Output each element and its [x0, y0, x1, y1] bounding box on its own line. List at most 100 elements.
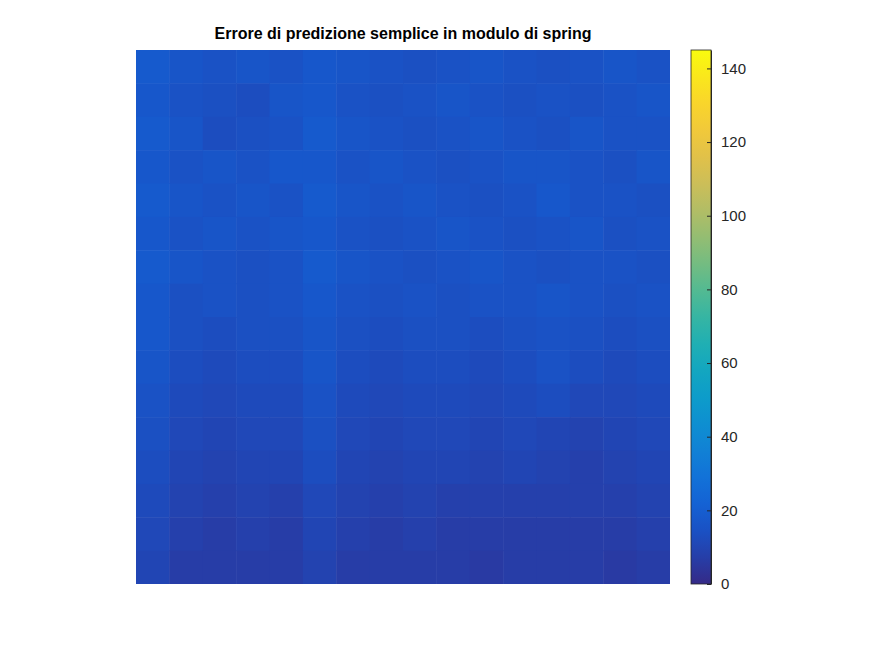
heatmap-cell	[370, 184, 404, 218]
heatmap-cell	[436, 384, 470, 418]
heatmap-cell	[236, 284, 270, 318]
heatmap-cell	[136, 150, 170, 184]
heatmap-cell	[637, 517, 670, 551]
heatmap-cell	[270, 517, 304, 551]
heatmap-cell	[370, 517, 404, 551]
heatmap-cell	[503, 517, 537, 551]
heatmap-cell	[436, 417, 470, 451]
heatmap-cell	[236, 484, 270, 518]
heatmap-cell	[169, 83, 203, 117]
heatmap-cell	[336, 417, 370, 451]
heatmap-cell	[203, 117, 237, 151]
heatmap-cell	[470, 284, 504, 318]
heatmap-cell	[236, 50, 270, 84]
heatmap-cell	[470, 217, 504, 251]
heatmap-cell	[136, 551, 170, 584]
heatmap-cell	[336, 217, 370, 251]
heatmap-cell	[303, 350, 337, 384]
heatmap-cell	[637, 217, 670, 251]
heatmap-cell	[570, 551, 604, 584]
heatmap-cell	[203, 350, 237, 384]
heatmap-cell	[403, 451, 437, 485]
colorbar-tick-mark	[707, 68, 711, 69]
heatmap-cell	[270, 384, 304, 418]
heatmap-cell	[336, 50, 370, 84]
heatmap-cell	[570, 350, 604, 384]
heatmap-cell	[537, 484, 571, 518]
heatmap-cell	[403, 517, 437, 551]
heatmap-cell	[436, 551, 470, 584]
heatmap-cell	[270, 551, 304, 584]
colorbar-tick-label: 100	[721, 207, 746, 224]
heatmap-cell	[136, 117, 170, 151]
heatmap-cell	[203, 217, 237, 251]
heatmap-cell	[603, 83, 637, 117]
heatmap-cell	[136, 250, 170, 284]
heatmap-cell	[403, 83, 437, 117]
heatmap-cell	[503, 284, 537, 318]
heatmap-cell	[537, 284, 571, 318]
heatmap-cell	[236, 384, 270, 418]
heatmap-cell	[537, 217, 571, 251]
heatmap-cell	[370, 250, 404, 284]
heatmap-cell	[236, 551, 270, 584]
heatmap-cell	[470, 350, 504, 384]
heatmap-cell	[570, 184, 604, 218]
heatmap-cell	[270, 83, 304, 117]
heatmap-cell	[336, 551, 370, 584]
heatmap-cell	[303, 384, 337, 418]
heatmap-cell	[136, 50, 170, 84]
heatmap-cell	[370, 551, 404, 584]
heatmap-cell	[403, 50, 437, 84]
heatmap-cell	[236, 417, 270, 451]
heatmap-cell	[336, 284, 370, 318]
heatmap-cell	[270, 350, 304, 384]
heatmap-cell	[470, 83, 504, 117]
heatmap-cell	[169, 451, 203, 485]
heatmap-cell	[270, 184, 304, 218]
heatmap-cell	[403, 551, 437, 584]
heatmap-cell	[403, 384, 437, 418]
heatmap-cell	[336, 484, 370, 518]
heatmap-cell	[236, 350, 270, 384]
heatmap-cell	[236, 317, 270, 351]
heatmap-cell	[537, 517, 571, 551]
heatmap-cell	[270, 417, 304, 451]
heatmap-cell	[603, 150, 637, 184]
heatmap-cell	[370, 150, 404, 184]
heatmap-cell	[436, 83, 470, 117]
heatmap-cell	[603, 484, 637, 518]
heatmap-cell	[270, 117, 304, 151]
colorbar-axis-line	[711, 51, 712, 585]
heatmap-cell	[203, 484, 237, 518]
heatmap-cell	[270, 451, 304, 485]
heatmap-cell	[470, 417, 504, 451]
heatmap-cell	[537, 83, 571, 117]
heatmap-cell	[403, 484, 437, 518]
colorbar-tick-mark	[707, 437, 711, 438]
heatmap-cell	[503, 484, 537, 518]
colorbar-tick-mark	[707, 510, 711, 511]
heatmap-cell	[236, 250, 270, 284]
colorbar-tick-mark	[707, 584, 711, 585]
heatmap-cell	[169, 250, 203, 284]
heatmap-cell	[169, 484, 203, 518]
heatmap-cell	[570, 117, 604, 151]
heatmap-cell	[270, 50, 304, 84]
heatmap-cell	[570, 150, 604, 184]
heatmap-cell	[169, 284, 203, 318]
heatmap-cell	[436, 50, 470, 84]
heatmap-cell	[370, 451, 404, 485]
heatmap-cell	[203, 50, 237, 84]
heatmap-cell	[603, 250, 637, 284]
colorbar-axis: 020406080100120140	[707, 51, 746, 593]
heatmap-cell	[603, 217, 637, 251]
heatmap-cell	[570, 83, 604, 117]
heatmap-cell	[436, 517, 470, 551]
heatmap-cell	[303, 284, 337, 318]
heatmap-cell	[336, 117, 370, 151]
heatmap-cell	[503, 83, 537, 117]
heatmap-cell	[470, 517, 504, 551]
heatmap-cell	[537, 451, 571, 485]
colorbar-tick-label: 80	[721, 281, 738, 298]
